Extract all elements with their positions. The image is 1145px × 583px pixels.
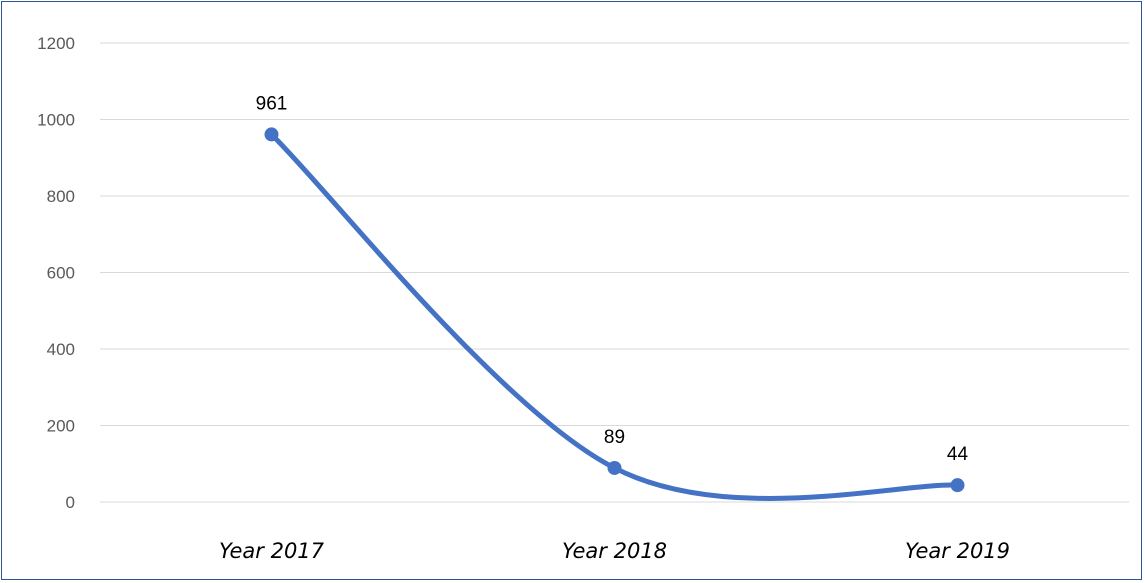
- data-point-1: [264, 127, 279, 142]
- x-category-label-1: Year 2017: [219, 539, 325, 563]
- x-axis-categories: Year 2017 Year 2018 Year 2019: [219, 539, 1010, 563]
- y-tick-label-1200: 1200: [37, 34, 75, 53]
- data-label-2: 89: [604, 427, 625, 448]
- data-label-3: 44: [947, 444, 969, 465]
- y-axis-ticks: 0 200 400 600 800 1000 1200: [37, 34, 75, 512]
- data-point-2: [607, 460, 622, 475]
- data-label-1: 961: [256, 93, 288, 114]
- series-line: [269, 131, 960, 501]
- y-tick-label-0: 0: [66, 493, 75, 512]
- grid-layer: [100, 42, 1129, 503]
- y-tick-label-200: 200: [47, 417, 75, 436]
- x-category-label-3: Year 2019: [905, 539, 1010, 563]
- y-tick-label-1000: 1000: [37, 111, 75, 130]
- y-tick-label-600: 600: [47, 264, 75, 283]
- series-layer: [264, 127, 965, 501]
- x-category-label-2: Year 2018: [562, 539, 667, 563]
- data-label-layer: 961 89 44: [256, 93, 969, 465]
- data-point-3: [950, 478, 965, 493]
- y-tick-label-800: 800: [47, 187, 75, 206]
- y-tick-label-400: 400: [47, 340, 75, 359]
